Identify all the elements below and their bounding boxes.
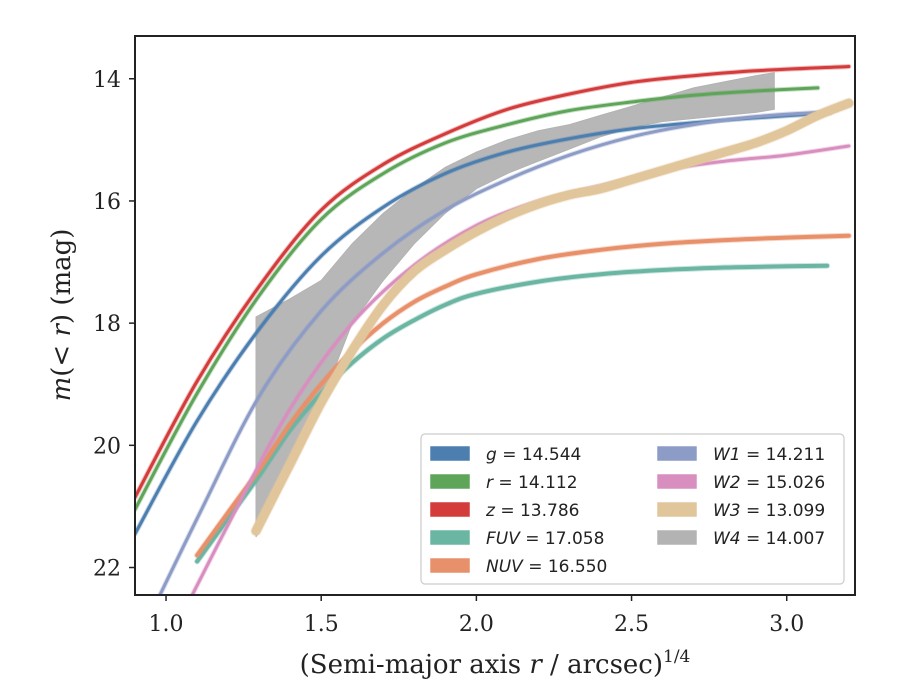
legend-entry-r: r = 14.112 bbox=[486, 473, 578, 493]
y-axis: 14 16 18 20 22 bbox=[93, 68, 135, 582]
series-w3-line bbox=[251, 98, 854, 536]
series-w4-band bbox=[255, 72, 775, 538]
series-g-line bbox=[135, 111, 832, 536]
legend-swatch-w4 bbox=[656, 529, 698, 546]
x-tick-label: 2.0 bbox=[459, 612, 494, 637]
x-axis: 1.0 1.5 2.0 2.5 3.0 bbox=[149, 595, 804, 637]
legend-entry-nuv: NUV = 16.550 bbox=[486, 557, 607, 577]
series-w2-line bbox=[190, 144, 851, 595]
series-fuv-line bbox=[195, 263, 830, 564]
plot-frame bbox=[134, 35, 856, 596]
series-z-line bbox=[135, 65, 851, 499]
series-nuv-line bbox=[195, 233, 851, 558]
series-r-line bbox=[135, 86, 820, 511]
legend-swatch-fuv bbox=[429, 529, 471, 546]
legend-swatch-nuv bbox=[429, 557, 471, 574]
y-axis-label: m(< r) (mag) bbox=[47, 229, 77, 402]
bands-layer bbox=[255, 72, 775, 538]
legend-box bbox=[420, 433, 845, 585]
legend-entry-g: g = 14.544 bbox=[486, 445, 581, 465]
legend-swatch-w3 bbox=[656, 501, 698, 518]
legend-entry-w3: W3 = 13.099 bbox=[713, 501, 825, 521]
legend-swatch-w1 bbox=[656, 445, 698, 462]
legend-entry-z: z = 13.786 bbox=[485, 501, 579, 521]
legend-entry-w2: W2 = 15.026 bbox=[713, 473, 825, 493]
y-tick-label: 20 bbox=[93, 434, 121, 459]
y-tick-label: 16 bbox=[93, 190, 121, 215]
legend-swatch-z bbox=[429, 501, 471, 518]
legend-entry-w1: W1 = 14.211 bbox=[713, 445, 825, 465]
legend-entry-w4: W4 = 14.007 bbox=[713, 529, 825, 549]
y-tick-label: 22 bbox=[93, 557, 121, 582]
x-tick-label: 1.0 bbox=[149, 612, 184, 637]
lines-layer bbox=[135, 64, 855, 595]
legend-swatch-w2 bbox=[656, 473, 698, 490]
legend-entry-fuv: FUV = 17.058 bbox=[486, 529, 604, 549]
y-tick-label: 14 bbox=[93, 68, 121, 93]
x-tick-label: 1.5 bbox=[304, 612, 339, 637]
x-axis-label: (Semi-major axis r / arcsec)1/4 bbox=[300, 647, 691, 680]
series-w1-line bbox=[158, 110, 820, 595]
x-tick-label: 2.5 bbox=[614, 612, 649, 637]
legend-swatch-g bbox=[429, 445, 471, 462]
legend: g = 14.544 r = 14.112 z = 13.786 FUV = 17.0… bbox=[420, 433, 845, 585]
y-tick-label: 18 bbox=[93, 312, 121, 337]
x-tick-label: 3.0 bbox=[769, 612, 804, 637]
legend-swatch-r bbox=[429, 473, 471, 490]
